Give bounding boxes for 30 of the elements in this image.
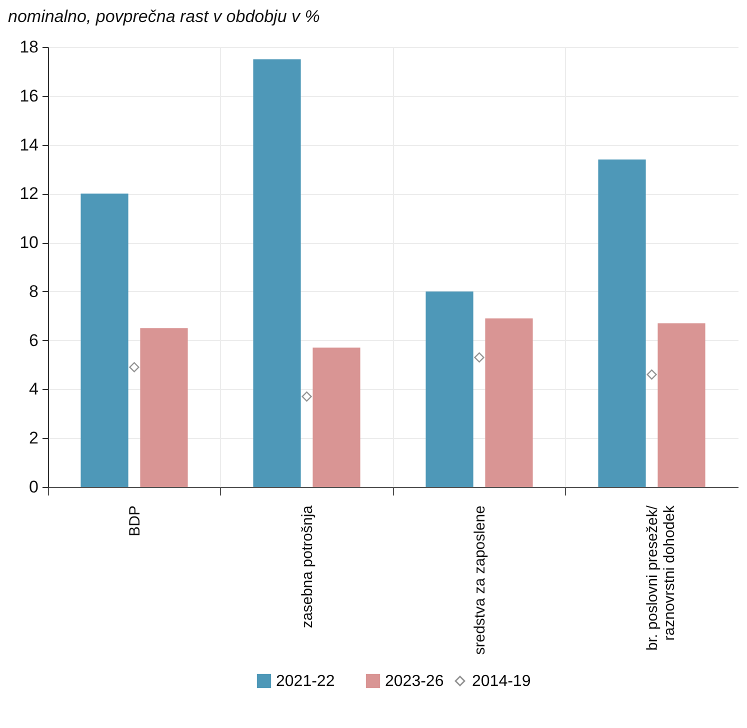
bar: [658, 323, 706, 487]
bar: [312, 348, 360, 487]
bar: [598, 159, 646, 487]
y-tick-label: 16: [20, 86, 38, 106]
bar: [253, 59, 301, 487]
bar: [80, 194, 128, 487]
legend-label: 2023-26: [385, 673, 444, 690]
x-tick-label: sredstva za zaposlene: [471, 506, 488, 655]
chart-title: nominalno, povprečna rast v obdobju v %: [8, 7, 320, 26]
y-tick-label: 6: [29, 330, 38, 350]
legend-label: 2014-19: [472, 673, 531, 690]
y-tick-label: 0: [29, 478, 38, 496]
point: [129, 362, 140, 372]
y-tick-label: 10: [20, 233, 38, 252]
point: [302, 391, 312, 402]
bar: [426, 291, 474, 487]
y-tick-label: 4: [29, 380, 38, 399]
bar: [485, 318, 533, 487]
point: [646, 369, 657, 380]
y-tick-label: 14: [20, 135, 38, 154]
legend-label: 2021-22: [276, 673, 335, 690]
x-tick-label: zasebna potrošnja: [298, 504, 316, 628]
bar: [140, 328, 188, 487]
point: [474, 352, 484, 363]
x-tick-label: br. poslovni presežek/ raznovrstni dohodek: [644, 504, 678, 651]
y-tick-label: 18: [20, 38, 38, 56]
x-tick-label: BDP: [126, 506, 144, 536]
y-tick-label: 8: [29, 282, 38, 301]
y-tick-label: 12: [20, 184, 38, 204]
y-tick-label: 2: [29, 428, 38, 448]
